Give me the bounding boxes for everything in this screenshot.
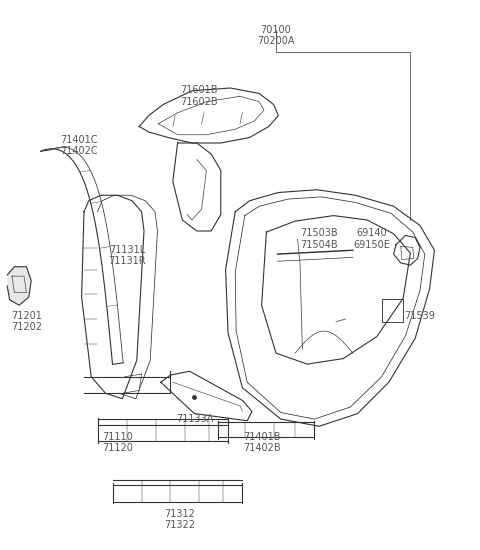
Text: 71110
71120: 71110 71120	[102, 432, 133, 453]
Bar	[382, 299, 403, 322]
Text: 71601B
71602B: 71601B 71602B	[180, 85, 218, 107]
Text: 69140
69150E: 69140 69150E	[354, 228, 390, 250]
Text: 71131L
71131R: 71131L 71131R	[108, 245, 146, 266]
Text: 71503B
71504B: 71503B 71504B	[300, 228, 338, 250]
Text: 71401C
71402C: 71401C 71402C	[60, 135, 98, 156]
Text: 71539: 71539	[405, 311, 435, 321]
Text: 70100
70200A: 70100 70200A	[257, 25, 295, 46]
Polygon shape	[310, 255, 329, 262]
Polygon shape	[7, 267, 31, 305]
Text: 71312
71322: 71312 71322	[165, 509, 195, 530]
Text: 71133A: 71133A	[176, 414, 213, 424]
Text: 71401B
71402B: 71401B 71402B	[243, 432, 280, 453]
Text: 71201
71202: 71201 71202	[11, 311, 42, 332]
